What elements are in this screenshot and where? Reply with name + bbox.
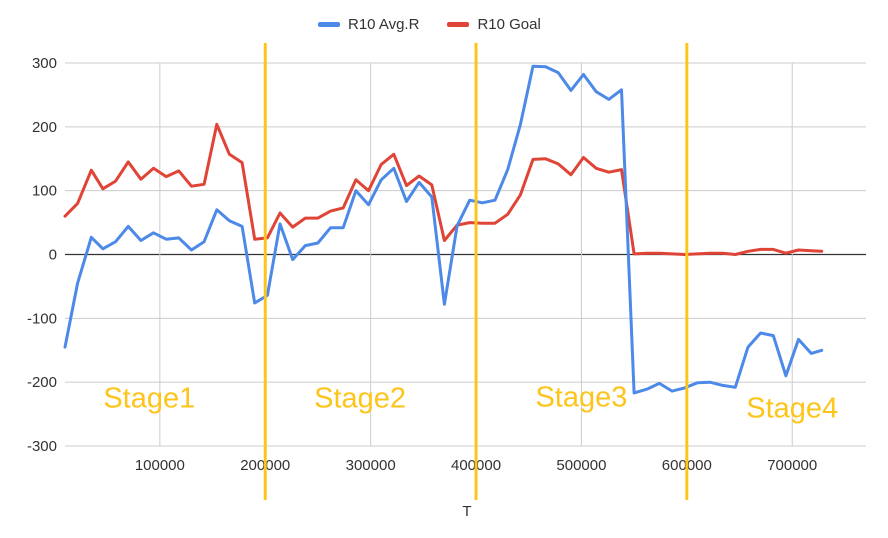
y-tick-label: 0 [49, 247, 57, 264]
legend-label-avg: R10 Avg.R [348, 16, 420, 33]
stage-label: Stage2 [314, 383, 406, 415]
legend-item-goal[interactable]: R10 Goal [447, 16, 541, 33]
stage-label: Stage1 [103, 383, 195, 415]
legend-swatch-avg [318, 22, 340, 27]
x-tick-label: 700000 [767, 457, 817, 474]
stage-label: Stage3 [535, 381, 627, 413]
legend-item-avg[interactable]: R10 Avg.R [318, 16, 419, 33]
x-tick-label: 500000 [556, 457, 606, 474]
legend-label-goal: R10 Goal [477, 16, 541, 33]
y-tick-label: 200 [32, 119, 57, 136]
y-tick-label: 300 [32, 55, 57, 72]
x-tick-label: 100000 [135, 457, 185, 474]
legend-swatch-goal [447, 22, 470, 27]
y-tick-label: -100 [27, 310, 57, 327]
series-line-goal [63, 122, 824, 256]
series-line-avg [63, 64, 824, 395]
y-tick-label: -200 [27, 374, 57, 391]
legend: R10 Avg.R R10 Goal [318, 16, 541, 33]
x-axis-label: T [462, 503, 471, 520]
x-tick-label: 300000 [346, 457, 396, 474]
y-tick-label: 100 [32, 183, 57, 200]
stage-label: Stage4 [746, 392, 838, 424]
y-tick-label: -300 [27, 438, 57, 455]
